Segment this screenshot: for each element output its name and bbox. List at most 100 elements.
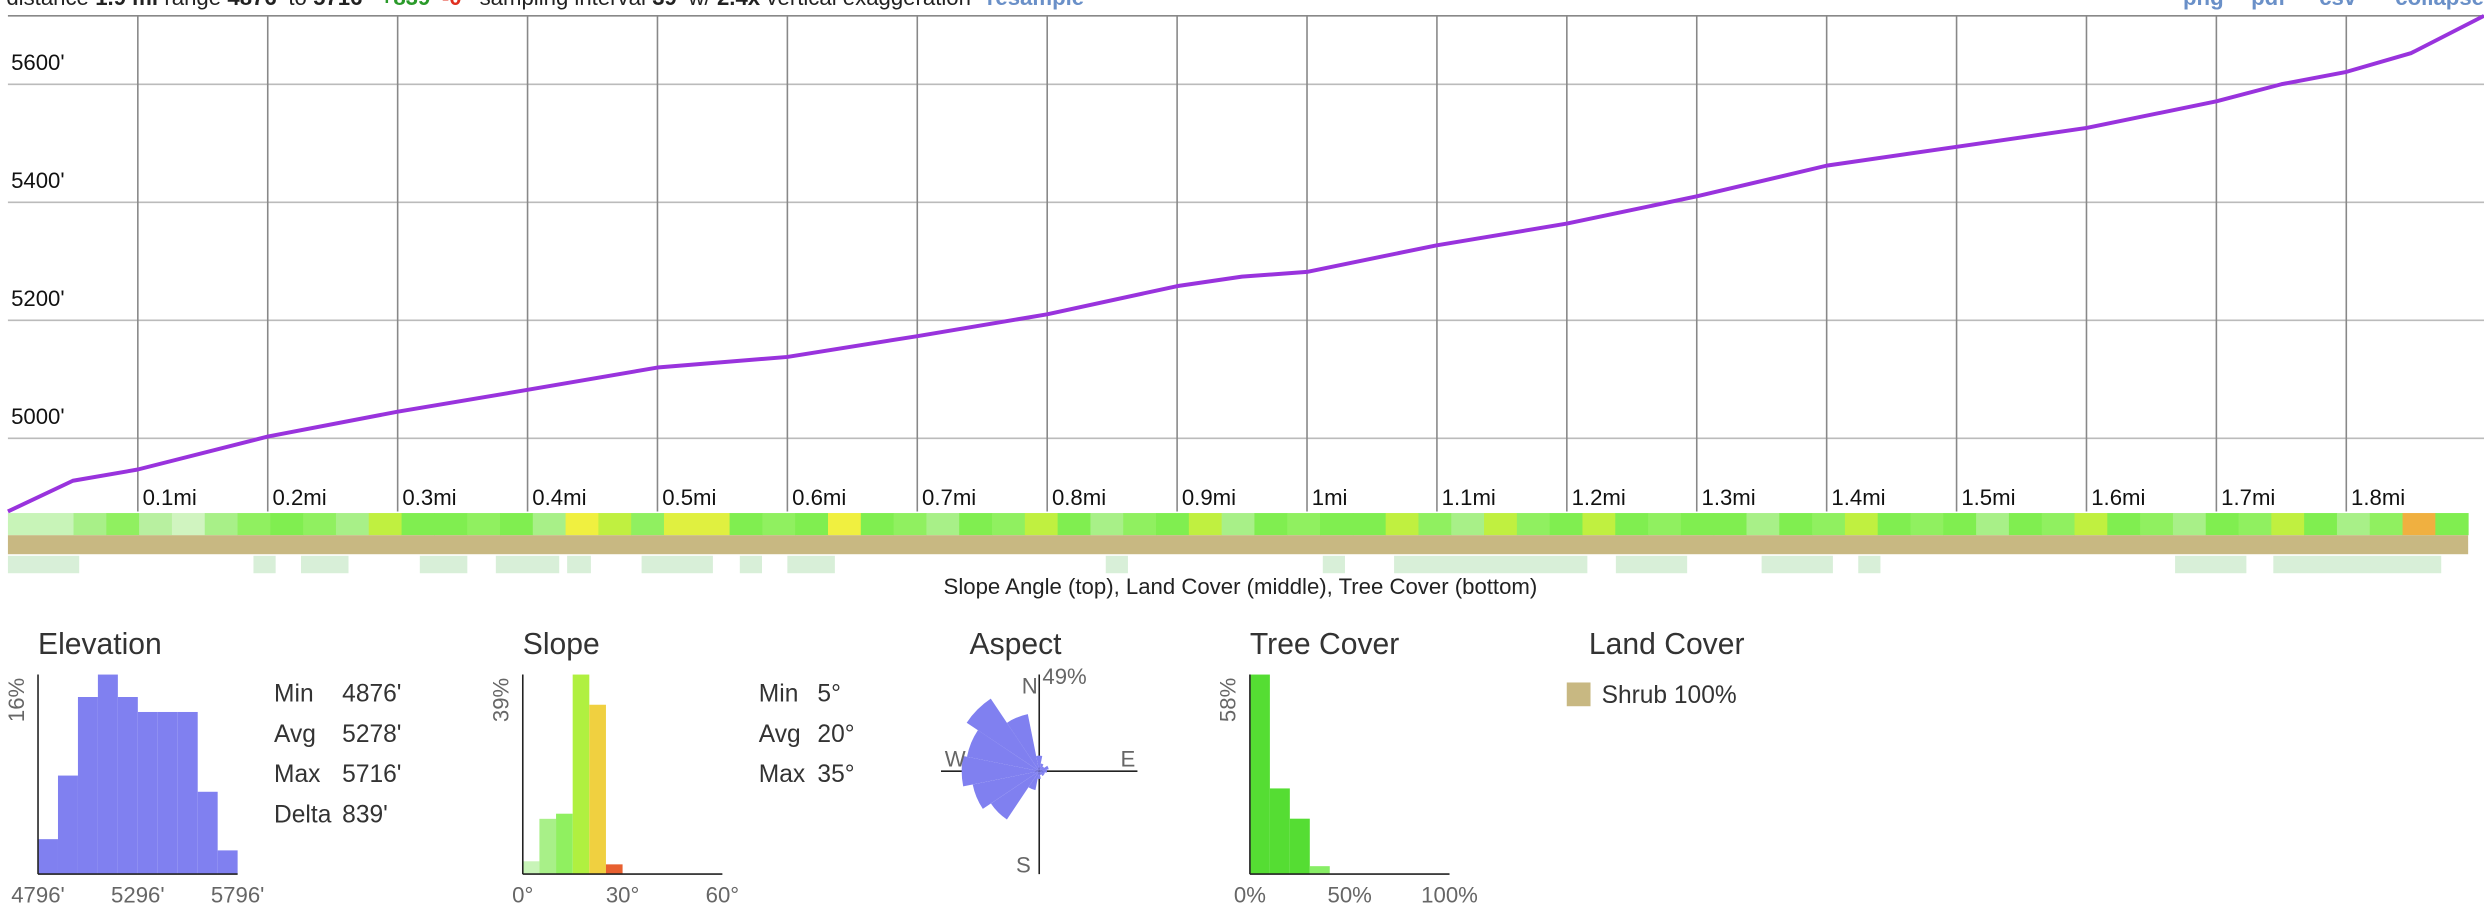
histogram-bar	[117, 697, 138, 875]
slope-cell	[2008, 513, 2043, 536]
histogram-bar	[157, 711, 178, 875]
resample-link[interactable]: resample	[987, 0, 1084, 10]
tree-strip	[7, 555, 2442, 574]
aspect-wedge	[1039, 763, 1044, 772]
pdf-link[interactable]: pdf	[2251, 0, 2286, 10]
direction-label: N	[1022, 674, 1038, 699]
slope-cell	[2074, 513, 2108, 536]
histogram-bar	[522, 861, 540, 875]
slope-cell	[335, 513, 370, 536]
collapse-link[interactable]: collapse	[2395, 0, 2484, 10]
label: range	[164, 0, 221, 10]
slope-cell	[729, 513, 763, 536]
slope-cell	[631, 513, 665, 536]
header-stats: distance 1.9 mi range 4876' to 5716' +839' -0' s…	[6, 0, 1084, 10]
slope-cell	[2205, 513, 2240, 536]
aspect-wedge	[972, 771, 1040, 809]
slope-cell	[499, 513, 534, 536]
slope-cell	[1057, 513, 1091, 536]
slope-cell	[1680, 513, 1715, 536]
r-tick-label: 49%	[1042, 664, 1086, 689]
slope-cell	[368, 513, 403, 536]
png-link[interactable]: png	[2183, 0, 2224, 10]
slope-cell	[959, 513, 993, 536]
slope-cell	[1188, 513, 1223, 536]
slope-cell	[73, 513, 107, 536]
slope-cell	[1549, 513, 1583, 536]
slope-cell	[1352, 513, 1387, 536]
legend-swatch	[1566, 682, 1591, 707]
slope-cell	[565, 513, 599, 536]
value: 4876'	[227, 0, 282, 10]
stat-value: 4876'	[342, 680, 401, 707]
value: 2.4x	[717, 0, 761, 10]
slope-cell	[1123, 513, 1157, 536]
y-tick-label: 39%	[489, 678, 514, 722]
histogram-bar	[605, 864, 623, 875]
slope-cell	[696, 513, 731, 536]
x-tick-label: 1.7mi	[2221, 485, 2275, 510]
slope-cell	[762, 513, 796, 536]
histogram-bar	[197, 791, 218, 875]
slope-cell	[270, 513, 304, 536]
aspect-wedge	[990, 771, 1040, 820]
slope-cell	[1156, 513, 1190, 536]
label: distance	[6, 0, 89, 10]
slope-cell	[1844, 513, 1879, 536]
panel-title: Aspect	[970, 628, 1063, 661]
direction-label: E	[1121, 746, 1136, 771]
slope-cell	[828, 513, 862, 536]
x-tick-label: 30°	[606, 883, 640, 908]
y-tick-label: 16%	[4, 678, 29, 722]
x-tick-label: 1.8mi	[2351, 485, 2405, 510]
y-tick-label: 5600'	[11, 50, 65, 75]
x-tick-label: 50%	[1328, 883, 1372, 908]
x-tick-label: 60°	[706, 883, 740, 908]
slope-cell	[1648, 513, 1682, 536]
panel-title: Land Cover	[1589, 628, 1745, 661]
slope-cell	[2172, 513, 2207, 536]
slope-cell	[1385, 513, 1419, 536]
slope-cell	[1943, 513, 1977, 536]
stat-value: 20°	[817, 721, 854, 748]
histogram-bar	[1269, 788, 1290, 875]
x-tick-label: 0.1mi	[143, 485, 197, 510]
slope-cell	[303, 513, 337, 536]
stat-label: Avg	[274, 721, 316, 748]
slope-cell	[2304, 513, 2338, 536]
aspect-wedge	[1039, 765, 1049, 772]
y-tick-label: 5000'	[11, 404, 65, 429]
slope-cell	[663, 513, 698, 536]
slope-cell	[1615, 513, 1649, 536]
x-tick-label: 0.5mi	[662, 485, 716, 510]
histogram-bar	[589, 704, 606, 875]
stat-value: 5°	[817, 680, 840, 707]
slope-cell	[2336, 513, 2371, 536]
aspect-wedge	[1037, 771, 1041, 779]
y-tick-label: 5200'	[11, 286, 65, 311]
x-tick-label: 1.2mi	[1572, 485, 1626, 510]
slope-cell	[2140, 513, 2174, 536]
x-tick-label: 0%	[1234, 883, 1266, 908]
aspect-wedge	[961, 755, 1040, 787]
slope-cell	[237, 513, 271, 536]
slope-cell	[1090, 513, 1124, 536]
slope-cell	[1779, 513, 1813, 536]
slope-cell	[1746, 513, 1780, 536]
slope-cell	[1320, 513, 1354, 536]
x-tick-label: 1.4mi	[1831, 485, 1885, 510]
x-tick-label: 0.4mi	[532, 485, 586, 510]
direction-label: S	[1016, 853, 1031, 878]
x-tick-label: 1.3mi	[1701, 485, 1755, 510]
x-tick-label: 0.6mi	[792, 485, 846, 510]
histogram-bar	[1249, 674, 1270, 875]
slope-cell	[1418, 513, 1452, 536]
value: 5716'	[313, 0, 368, 10]
csv-link[interactable]: csv	[2319, 0, 2357, 10]
slope-cell	[1254, 513, 1288, 536]
y-tick-label: 58%	[1216, 678, 1241, 722]
land-strip	[7, 535, 2469, 555]
stat-value: 35°	[817, 761, 854, 788]
